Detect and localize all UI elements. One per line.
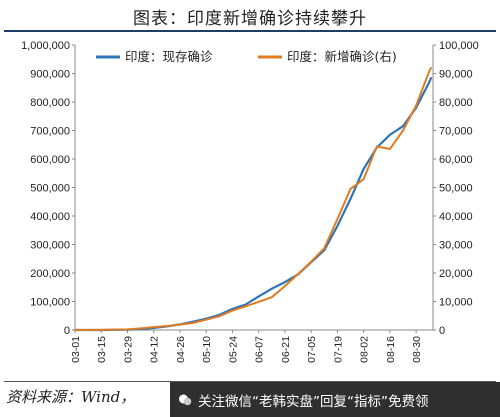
point-active-cases [284, 281, 286, 283]
x-tick-label: 05-24 [227, 336, 239, 363]
point-active-cases [430, 76, 432, 79]
point-new-cases [192, 322, 194, 324]
legend-label-series2: 印度：新增确诊(右) [287, 49, 397, 64]
legend-label-series1: 印度：现存确诊 [125, 49, 213, 64]
y-left-tick-label: 200,000 [30, 268, 70, 280]
x-tick-label: 04-12 [149, 336, 161, 363]
point-new-cases [336, 218, 339, 220]
x-tick-label: 03-01 [70, 336, 82, 363]
point-new-cases [100, 329, 103, 331]
y-right-tick-label: 90,000 [439, 69, 473, 81]
x-tick-label: 07-19 [332, 336, 344, 363]
x-tick-label: 03-15 [96, 336, 108, 363]
y-left-tick-label: 1,000,000 [21, 40, 70, 52]
point-active-cases [336, 225, 339, 227]
y-right-tick-label: 100,000 [439, 40, 479, 52]
x-tick-label: 07-05 [306, 336, 318, 363]
y-right-tick-label: 60,000 [439, 154, 473, 166]
chart-title: 图表：印度新增确诊持续攀升 [133, 9, 367, 29]
point-new-cases [428, 70, 431, 73]
point-active-cases [271, 287, 273, 290]
point-new-cases [257, 300, 260, 303]
point-active-cases [349, 198, 352, 200]
watermark-banner: 关注微信“老韩实盘”回复“指标”免费领 [170, 382, 500, 417]
point-active-cases [428, 81, 431, 83]
point-new-cases [179, 323, 181, 326]
point-new-cases [284, 285, 286, 287]
point-active-cases [402, 125, 404, 128]
x-tick-label: 04-26 [175, 336, 187, 363]
y-right-tick-label: 70,000 [439, 126, 473, 138]
y-right-tick-label: 80,000 [439, 97, 473, 109]
point-active-cases [231, 308, 234, 310]
point-new-cases [218, 315, 221, 318]
y-right-tick-label: 10,000 [439, 297, 473, 309]
point-new-cases [415, 104, 417, 107]
y-right-tick-label: 30,000 [439, 240, 473, 252]
y-right-tick-label: 20,000 [439, 268, 473, 280]
footer-rule [4, 381, 496, 382]
y-right-tick-label: 50,000 [439, 183, 473, 195]
point-new-cases [126, 328, 129, 331]
x-tick-label: 08-30 [411, 336, 423, 363]
x-tick-label: 03-29 [122, 336, 134, 363]
point-new-cases [323, 247, 326, 250]
title-rule [4, 30, 496, 32]
y-left-tick-label: 600,000 [30, 154, 70, 166]
point-new-cases [402, 129, 404, 132]
y-left-tick-label: 100,000 [30, 297, 70, 309]
x-tick-label: 08-02 [359, 336, 371, 363]
point-active-cases [257, 295, 260, 298]
point-new-cases [310, 260, 312, 263]
series-line-active-cases [75, 77, 433, 332]
x-tick-label: 05-10 [201, 336, 213, 363]
source-note: 资料来源：Wind， [6, 388, 136, 406]
point-active-cases [244, 303, 247, 306]
y-left-tick-label: 400,000 [30, 211, 70, 223]
y-right-tick-label: 40,000 [439, 211, 473, 223]
point-new-cases [271, 296, 273, 299]
point-active-cases [389, 133, 391, 136]
y-left-tick-label: 500,000 [30, 183, 70, 195]
point-new-cases [152, 326, 155, 328]
point-new-cases [205, 318, 208, 321]
x-tick-label: 06-21 [280, 336, 292, 363]
point-new-cases [430, 67, 432, 69]
x-tick-label: 06-07 [254, 336, 266, 363]
point-new-cases [349, 188, 352, 190]
y-left-tick-label: 900,000 [30, 69, 70, 81]
series-line-new-cases [74, 67, 432, 331]
x-tick-label: 08-16 [385, 336, 397, 363]
y-right-tick-label: 0 [439, 325, 445, 337]
y-left-tick-label: 700,000 [30, 126, 70, 138]
point-new-cases [297, 273, 299, 275]
point-new-cases [375, 145, 378, 148]
point-new-cases [389, 148, 391, 150]
point-new-cases [139, 327, 142, 330]
point-new-cases [244, 305, 247, 308]
chart-svg: 0 100,000 200,000 300,000 400,000 500,000 600,… [21, 40, 479, 363]
point-new-cases [74, 329, 76, 331]
y-left-tick-label: 0 [64, 325, 70, 337]
point-new-cases [362, 178, 365, 181]
wechat-icon [179, 394, 192, 405]
watermark-text: 关注微信“老韩实盘”回复“指标”免费领 [198, 393, 429, 410]
y-left-tick-label: 800,000 [30, 97, 70, 109]
point-active-cases [362, 168, 365, 170]
y-left-tick-label: 300,000 [30, 240, 70, 252]
point-new-cases [231, 309, 234, 312]
point-new-cases [166, 325, 168, 327]
